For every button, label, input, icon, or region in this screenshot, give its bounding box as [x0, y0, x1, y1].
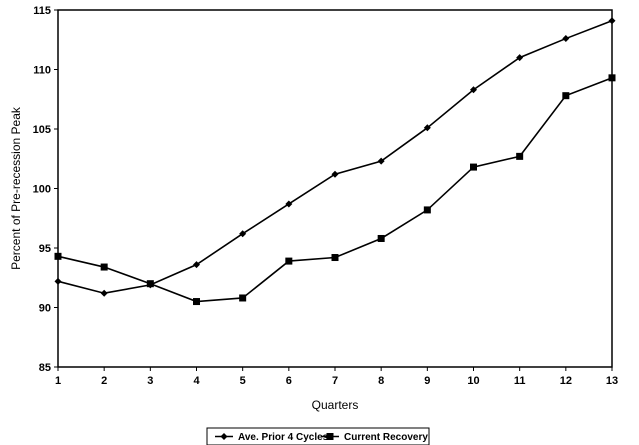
x-tick-label: 12 [560, 375, 572, 387]
y-tick-label: 115 [33, 5, 51, 17]
x-tick-label: 10 [467, 375, 479, 387]
x-tick-label: 8 [378, 375, 384, 387]
data-point [146, 280, 154, 288]
x-tick-label: 3 [147, 375, 153, 387]
data-point [562, 35, 570, 43]
y-tick-label: 105 [33, 124, 51, 136]
data-point [239, 230, 247, 238]
legend-marker [326, 433, 334, 440]
y-axis-label: Percent of Pre-recession Peak [9, 106, 23, 270]
x-tick-label: 9 [424, 375, 430, 387]
x-axis-ticks: 1 2 3 4 5 6 7 8 9 10 11 12 13 [55, 367, 618, 387]
y-tick-label: 100 [33, 184, 51, 196]
y-tick-label: 90 [39, 303, 51, 315]
x-tick-label: 1 [55, 375, 61, 387]
x-tick-label: 4 [193, 375, 200, 387]
data-point [470, 163, 477, 171]
series-layer [54, 17, 616, 306]
y-tick-label: 95 [39, 243, 51, 255]
series-line [57, 77, 613, 303]
data-point [377, 234, 385, 242]
data-point [516, 152, 524, 160]
data-point [470, 86, 477, 94]
x-tick-label: 6 [286, 375, 292, 387]
y-axis-ticks: 85 90 95 100 105 110 115 [33, 5, 58, 374]
data-point [285, 257, 293, 265]
legend-marker [220, 433, 228, 440]
data-point [331, 170, 339, 178]
data-point [608, 74, 616, 82]
data-point [285, 200, 293, 208]
data-point [377, 157, 385, 165]
legend-box [206, 427, 430, 445]
data-point [516, 54, 524, 62]
data-point [423, 206, 431, 214]
x-axis-label: Quarters [312, 398, 359, 412]
legend-label: Current Recovery [344, 432, 428, 443]
data-point [239, 294, 247, 302]
x-tick-label: 11 [514, 375, 526, 387]
data-point [608, 17, 616, 25]
y-tick-label: 85 [39, 362, 51, 374]
x-tick-label: 5 [240, 375, 246, 387]
legend: Ave. Prior 4 Cycles Current Recovery [206, 427, 430, 445]
plot-area [57, 9, 613, 368]
data-point [54, 252, 62, 260]
data-point [193, 298, 200, 306]
x-tick-label: 2 [101, 375, 107, 387]
x-tick-label: 13 [606, 375, 618, 387]
data-point [423, 124, 431, 132]
data-point [100, 263, 108, 271]
series-line [57, 19, 613, 295]
data-point [54, 277, 62, 285]
data-point [331, 254, 339, 262]
data-point [100, 289, 108, 297]
series-2 [54, 74, 616, 306]
legend-item: Current Recovery [321, 432, 428, 443]
data-point [562, 92, 570, 100]
legend-label: Ave. Prior 4 Cycles [238, 432, 329, 443]
data-point [193, 261, 200, 269]
x-tick-label: 7 [332, 375, 338, 387]
y-tick-label: 110 [33, 65, 51, 77]
legend-item: Ave. Prior 4 Cycles [215, 432, 329, 443]
